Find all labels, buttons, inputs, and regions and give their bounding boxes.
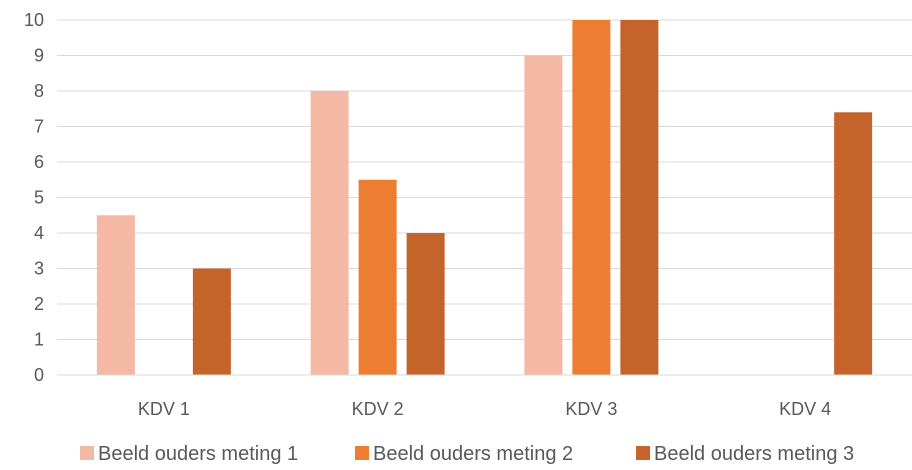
legend-swatch: [636, 446, 650, 460]
y-tick-label: 9: [34, 46, 44, 66]
bar-kdv-3-series-2: [572, 20, 611, 375]
x-tick-label: KDV 1: [138, 399, 190, 419]
legend-swatch: [80, 446, 94, 460]
y-tick-label: 6: [34, 152, 44, 172]
x-axis-ticks: KDV 1 KDV 2 KDV 3 KDV 4: [138, 399, 831, 419]
y-tick-label: 1: [34, 330, 44, 350]
y-tick-label: 4: [34, 223, 44, 243]
y-axis-ticks: 0 1 2 3 4 5 6 7 8 9 10: [24, 10, 44, 385]
legend-item: Beeld ouders meting 3: [636, 443, 854, 465]
legend-label: Beeld ouders meting 3: [654, 443, 854, 465]
bar-kdv-2-series-1: [310, 91, 349, 375]
bar-kdv-2-series-2: [358, 179, 397, 375]
bars: [96, 20, 873, 376]
gridlines: [57, 19, 912, 340]
bar-kdv-3-series-3: [620, 20, 659, 375]
bar-kdv-1-series-1: [96, 215, 135, 375]
y-tick-label: 0: [34, 365, 44, 385]
legend-item: Beeld ouders meting 2: [355, 443, 573, 465]
legend-swatch: [355, 446, 369, 460]
legend-label: Beeld ouders meting 1: [98, 443, 298, 465]
bar-kdv-1-series-3: [192, 268, 231, 375]
x-tick-label: KDV 3: [565, 399, 617, 419]
y-tick-label: 2: [34, 294, 44, 314]
bar-kdv-4-series-3: [834, 112, 873, 376]
legend-label: Beeld ouders meting 2: [373, 443, 573, 465]
legend: Beeld ouders meting 1 Beeld ouders meting…: [80, 443, 854, 465]
x-tick-label: KDV 2: [352, 399, 404, 419]
y-tick-label: 3: [34, 259, 44, 279]
legend-item: Beeld ouders meting 1: [80, 443, 298, 465]
x-tick-label: KDV 4: [779, 399, 831, 419]
bar-kdv-3-series-1: [524, 55, 563, 375]
bar-kdv-2-series-3: [406, 233, 445, 375]
y-tick-label: 8: [34, 81, 44, 101]
y-tick-label: 5: [34, 188, 44, 208]
y-tick-label: 10: [24, 10, 44, 30]
y-tick-label: 7: [34, 117, 44, 137]
